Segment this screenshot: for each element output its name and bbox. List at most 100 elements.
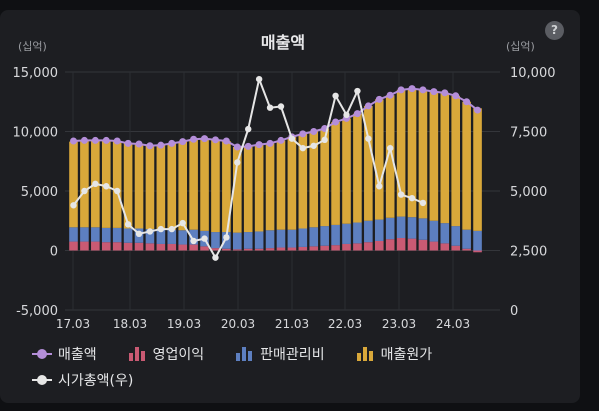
- revenue-point: [70, 137, 77, 145]
- x-tick-label: 18.03: [113, 317, 147, 331]
- bar-op-income: [418, 239, 428, 251]
- bar-op-income: [222, 248, 231, 251]
- market-cap-point: [124, 221, 132, 228]
- revenue-point: [441, 89, 449, 97]
- bar-op-income: [101, 242, 111, 251]
- bar-op-income: [287, 247, 297, 251]
- bar-cogs: [123, 143, 133, 229]
- bar-op-income: [396, 238, 406, 251]
- x-tick-label: 20.03: [221, 317, 255, 331]
- bar-op-income: [167, 243, 177, 251]
- revenue-point: [146, 142, 154, 150]
- x-tick-label: 21.03: [275, 317, 309, 331]
- bar-op-income: [156, 243, 166, 251]
- revenue-point: [157, 141, 165, 149]
- revenue-point: [474, 106, 482, 114]
- market-cap-point: [70, 202, 77, 209]
- bar-cogs: [429, 91, 439, 221]
- y-left-tick-label: 10,000: [13, 126, 59, 141]
- bar-cogs: [167, 143, 177, 230]
- bar-cogs: [222, 141, 231, 233]
- bar-op-income: [233, 249, 242, 251]
- revenue-point: [463, 98, 471, 106]
- market-cap-point: [81, 187, 88, 195]
- bar-cogs: [385, 95, 395, 218]
- market-cap-point: [419, 199, 427, 207]
- market-cap-point: [223, 234, 230, 241]
- legend-label: 매출원가: [380, 347, 433, 363]
- bar-cogs: [320, 128, 329, 227]
- bar-op-income: [385, 239, 395, 251]
- market-cap-point: [343, 111, 350, 119]
- revenue-point: [135, 140, 143, 148]
- market-cap-point: [288, 135, 296, 142]
- market-cap-point: [266, 104, 274, 111]
- x-tick-label: 22.03: [328, 317, 362, 331]
- market-cap-point: [190, 237, 197, 245]
- bar-sga: [309, 227, 319, 247]
- bar-cogs: [211, 139, 220, 233]
- market-cap-point: [157, 225, 165, 233]
- axes-labels: -5,000 0 0 2,500 5,000 5,000 10,000 7,500 15,000…: [13, 66, 556, 331]
- line-series: [70, 75, 482, 261]
- market-cap-point: [146, 228, 154, 235]
- revenue-point: [375, 95, 383, 103]
- bar-sga: [473, 230, 482, 251]
- revenue-point: [124, 139, 132, 147]
- market-cap-point: [365, 135, 372, 142]
- revenue-point: [408, 85, 416, 93]
- bar-sga: [123, 228, 133, 243]
- bar-op-income: [407, 238, 417, 251]
- bar-sga: [396, 216, 406, 239]
- line-marker-icon: [32, 372, 52, 388]
- legend-item-op_income[interactable]: 영업이익: [127, 342, 205, 366]
- bar-sga: [101, 227, 111, 243]
- bar-sga: [112, 227, 122, 243]
- revenue-point: [452, 92, 460, 100]
- bar-sga: [429, 220, 439, 242]
- bar-op-income: [69, 241, 78, 251]
- bar-sga: [353, 222, 362, 244]
- bar-op-income: [473, 250, 482, 253]
- bar-op-income: [462, 248, 471, 251]
- legend-item-sga[interactable]: 판매관리비: [234, 342, 325, 366]
- market-cap-point: [354, 87, 361, 95]
- bar-op-income: [451, 245, 460, 251]
- revenue-point: [255, 141, 263, 149]
- bar-cogs: [418, 89, 428, 219]
- bar-sga: [331, 224, 340, 246]
- bar-sga: [178, 230, 187, 245]
- legend-item-revenue[interactable]: 매출액: [32, 342, 97, 366]
- market-cap-point: [310, 142, 317, 149]
- bar-sga: [243, 232, 253, 249]
- bar-op-income: [298, 246, 308, 251]
- legend-label: 영업이익: [152, 347, 205, 363]
- legend-item-cogs[interactable]: 매출원가: [355, 342, 433, 366]
- y-left-tick-label: 0: [50, 245, 58, 260]
- bar-sga: [385, 217, 395, 240]
- x-tick-label: 23.03: [382, 317, 416, 331]
- bar-op-income: [254, 248, 264, 251]
- bar-op-income: [211, 248, 220, 251]
- y-left-tick-label: 15,000: [13, 66, 59, 81]
- y-right-tick-label: 2,500: [510, 245, 547, 260]
- bar-cogs: [134, 144, 144, 229]
- bar-cogs: [243, 146, 253, 233]
- legend-label: 판매관리비: [260, 347, 325, 363]
- question-mark-icon[interactable]: ?: [545, 21, 564, 40]
- revenue-point: [168, 139, 176, 147]
- y-left-tick-label: 5,000: [21, 185, 58, 200]
- legend-item-market_cap[interactable]: 시가총액(우): [32, 368, 133, 392]
- bar-cogs: [233, 146, 242, 233]
- revenue-point: [102, 136, 110, 144]
- bar-sga: [320, 226, 329, 246]
- y-right-tick-label: 7,500: [510, 126, 547, 141]
- bar-op-income: [112, 242, 122, 251]
- market-cap-point: [168, 225, 175, 233]
- market-cap-point: [386, 144, 394, 152]
- revenue-point: [201, 135, 209, 143]
- bar-cogs: [396, 89, 406, 217]
- bar-op-income: [145, 243, 155, 251]
- revenue-point: [222, 137, 230, 145]
